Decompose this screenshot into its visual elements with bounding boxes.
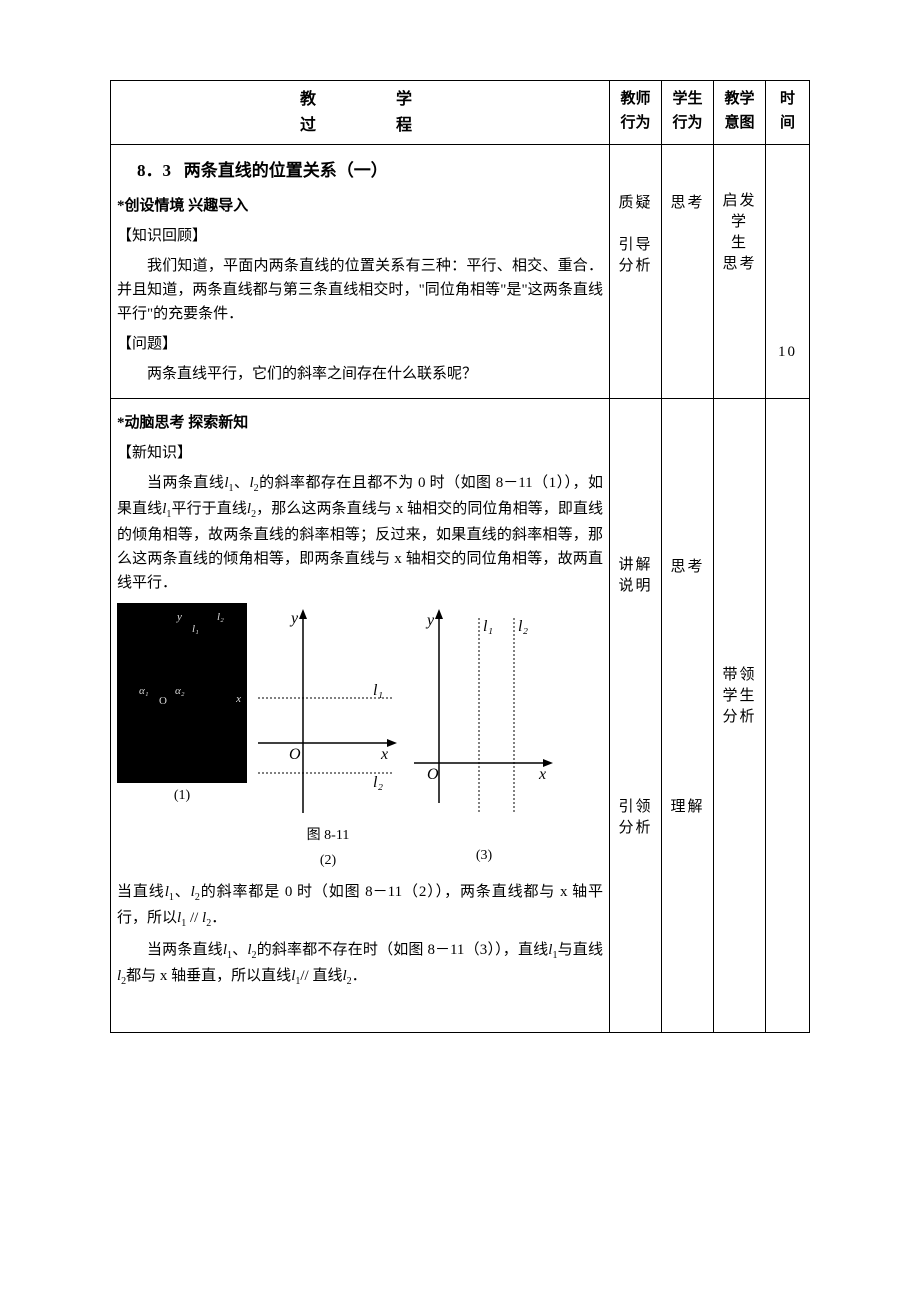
p1-mid2: 平行于直线 <box>171 501 246 517</box>
para-3: 当两条直线l1、l2的斜率都不存在时（如图 8－11（3）），直线l1与直线l2… <box>117 938 603 990</box>
question-body: 两条直线平行，它们的斜率之间存在什么联系呢？ <box>117 362 603 386</box>
cell-intro-teacher: 质疑 引导分析 <box>610 145 662 399</box>
cell-explore-time <box>766 399 810 1033</box>
p3-mid2: 与直线 <box>557 942 603 958</box>
hdr-student: 学生行为 <box>662 81 714 145</box>
dark-l2: l₂ <box>217 609 224 627</box>
section-name: 两条直线的位置关系（一） <box>184 161 388 180</box>
student-act-1: 思考 <box>668 191 707 215</box>
dark-l1: l₁ <box>192 621 199 639</box>
figure-2-wrap: y O x l₁ l₂ 图 8-11 (2) <box>253 603 403 872</box>
fig2-caption: (2) <box>253 850 403 872</box>
cell-explore-content: *动脑思考 探索新知 【新知识】 当两条直线l1、l2的斜率都存在且都不为 0 … <box>111 399 610 1033</box>
svg-text:x: x <box>380 746 388 763</box>
lesson-table: 教 学 过 程 教师行为 学生行为 教学意图 时间 8．3 两条直线的位置关系（… <box>110 80 810 1033</box>
dark-x: x <box>236 691 241 709</box>
hdr-time: 时间 <box>766 81 810 145</box>
svg-text:O: O <box>289 746 301 763</box>
svg-text:l₂: l₂ <box>518 618 528 635</box>
cell-explore-student: 思考 理解 <box>662 399 714 1033</box>
teacher-act-3: 讲解说明 <box>616 555 655 597</box>
section-number: 8．3 <box>137 161 171 180</box>
fig-main-caption: 图 8-11 <box>253 825 403 847</box>
p3-pre: 当两条直线 <box>147 942 223 958</box>
question-label: 【问题】 <box>117 332 603 356</box>
cell-intro-time: 10 <box>766 145 810 399</box>
svg-text:y: y <box>425 612 435 629</box>
figure-2: y O x l₁ l₂ <box>253 603 403 823</box>
figure-1-dark: y l₂ l₁ α₁ α₂ O x <box>117 603 247 783</box>
fig1-caption: (1) <box>117 785 247 807</box>
hdr-process: 教 学 过 程 <box>111 81 610 145</box>
p3-tail: ． <box>352 968 367 984</box>
intent-2: 带领学生分析 <box>720 665 759 728</box>
student-act-2: 思考 <box>668 555 707 579</box>
cell-intro-intent: 启发学 生思考 <box>714 145 766 399</box>
figure-3-wrap: y O x l₁ l₂ (3) <box>409 603 559 867</box>
header-row: 教 学 过 程 教师行为 学生行为 教学意图 时间 <box>111 81 810 145</box>
dark-O: O <box>159 693 167 711</box>
review-body: 我们知道，平面内两条直线的位置关系有三种：平行、相交、重合．并且知道，两条直线都… <box>117 254 603 326</box>
sep-3: 、 <box>232 942 247 958</box>
fig3-caption: (3) <box>409 845 559 867</box>
cell-explore-intent: 带领学生分析 <box>714 399 766 1033</box>
document-page: 教 学 过 程 教师行为 学生行为 教学意图 时间 8．3 两条直线的位置关系（… <box>0 0 920 1113</box>
para-2: 当直线l1、l2的斜率都是 0 时（如图 8－11（2）），两条直线都与 x 轴… <box>117 880 603 932</box>
new-label: 【新知识】 <box>117 441 603 465</box>
time-1: 10 <box>772 340 803 364</box>
dark-y: y <box>177 609 182 627</box>
sep-1: 、 <box>234 475 250 491</box>
cell-intro-content: 8．3 两条直线的位置关系（一） *创设情境 兴趣导入 【知识回顾】 我们知道，… <box>111 145 610 399</box>
p2-tail: ． <box>211 910 226 926</box>
cell-explore-teacher: 讲解说明 引领分析 <box>610 399 662 1033</box>
hdr-intent: 教学意图 <box>714 81 766 145</box>
figure-row: y l₂ l₁ α₁ α₂ O x (1) <box>117 603 603 872</box>
teacher-act-2: 引导分析 <box>616 235 655 277</box>
svg-text:l₁: l₁ <box>483 618 493 635</box>
row-explore: *动脑思考 探索新知 【新知识】 当两条直线l1、l2的斜率都存在且都不为 0 … <box>111 399 810 1033</box>
p2-pre: 当直线 <box>117 884 165 900</box>
dark-a1: α₁ <box>139 683 149 701</box>
p3-mid4: // 直线 <box>300 968 342 984</box>
intent-1: 启发学 生思考 <box>720 191 759 275</box>
svg-text:l₂: l₂ <box>373 774 383 791</box>
review-label: 【知识回顾】 <box>117 224 603 248</box>
teacher-act-4: 引领分析 <box>616 797 655 839</box>
svg-text:x: x <box>538 766 546 783</box>
p3-mid: 的斜率都不存在时（如图 8－11（3）），直线 <box>257 942 549 958</box>
sep-2: 、 <box>174 884 191 900</box>
axes-svg-2: y O x l₁ l₂ <box>253 603 403 823</box>
para-1: 当两条直线l1、l2的斜率都存在且都不为 0 时（如图 8－11（1）），如果直… <box>117 471 603 595</box>
axes-svg-3: y O x l₁ l₂ <box>409 603 559 843</box>
dark-a2: α₂ <box>175 683 185 701</box>
svg-text:O: O <box>427 766 439 783</box>
svg-text:y: y <box>289 610 299 627</box>
figure-1-wrap: y l₂ l₁ α₁ α₂ O x (1) <box>117 603 247 807</box>
svg-text:l₁: l₁ <box>373 682 383 699</box>
section-title: 8．3 两条直线的位置关系（一） <box>137 157 603 184</box>
teacher-act-1: 质疑 <box>616 191 655 215</box>
hdr-teacher: 教师行为 <box>610 81 662 145</box>
p2-l1bs: 1 <box>181 918 186 929</box>
student-act-3: 理解 <box>668 795 707 819</box>
row-intro: 8．3 两条直线的位置关系（一） *创设情境 兴趣导入 【知识回顾】 我们知道，… <box>111 145 810 399</box>
cell-intro-student: 思考 <box>662 145 714 399</box>
p3-mid3: 都与 x 轴垂直，所以直线 <box>126 968 291 984</box>
star-heading-2: *动脑思考 探索新知 <box>117 411 603 435</box>
p1-pre: 当两条直线 <box>147 475 224 491</box>
star-heading-1: *创设情境 兴趣导入 <box>117 194 603 218</box>
figure-3: y O x l₁ l₂ <box>409 603 559 843</box>
